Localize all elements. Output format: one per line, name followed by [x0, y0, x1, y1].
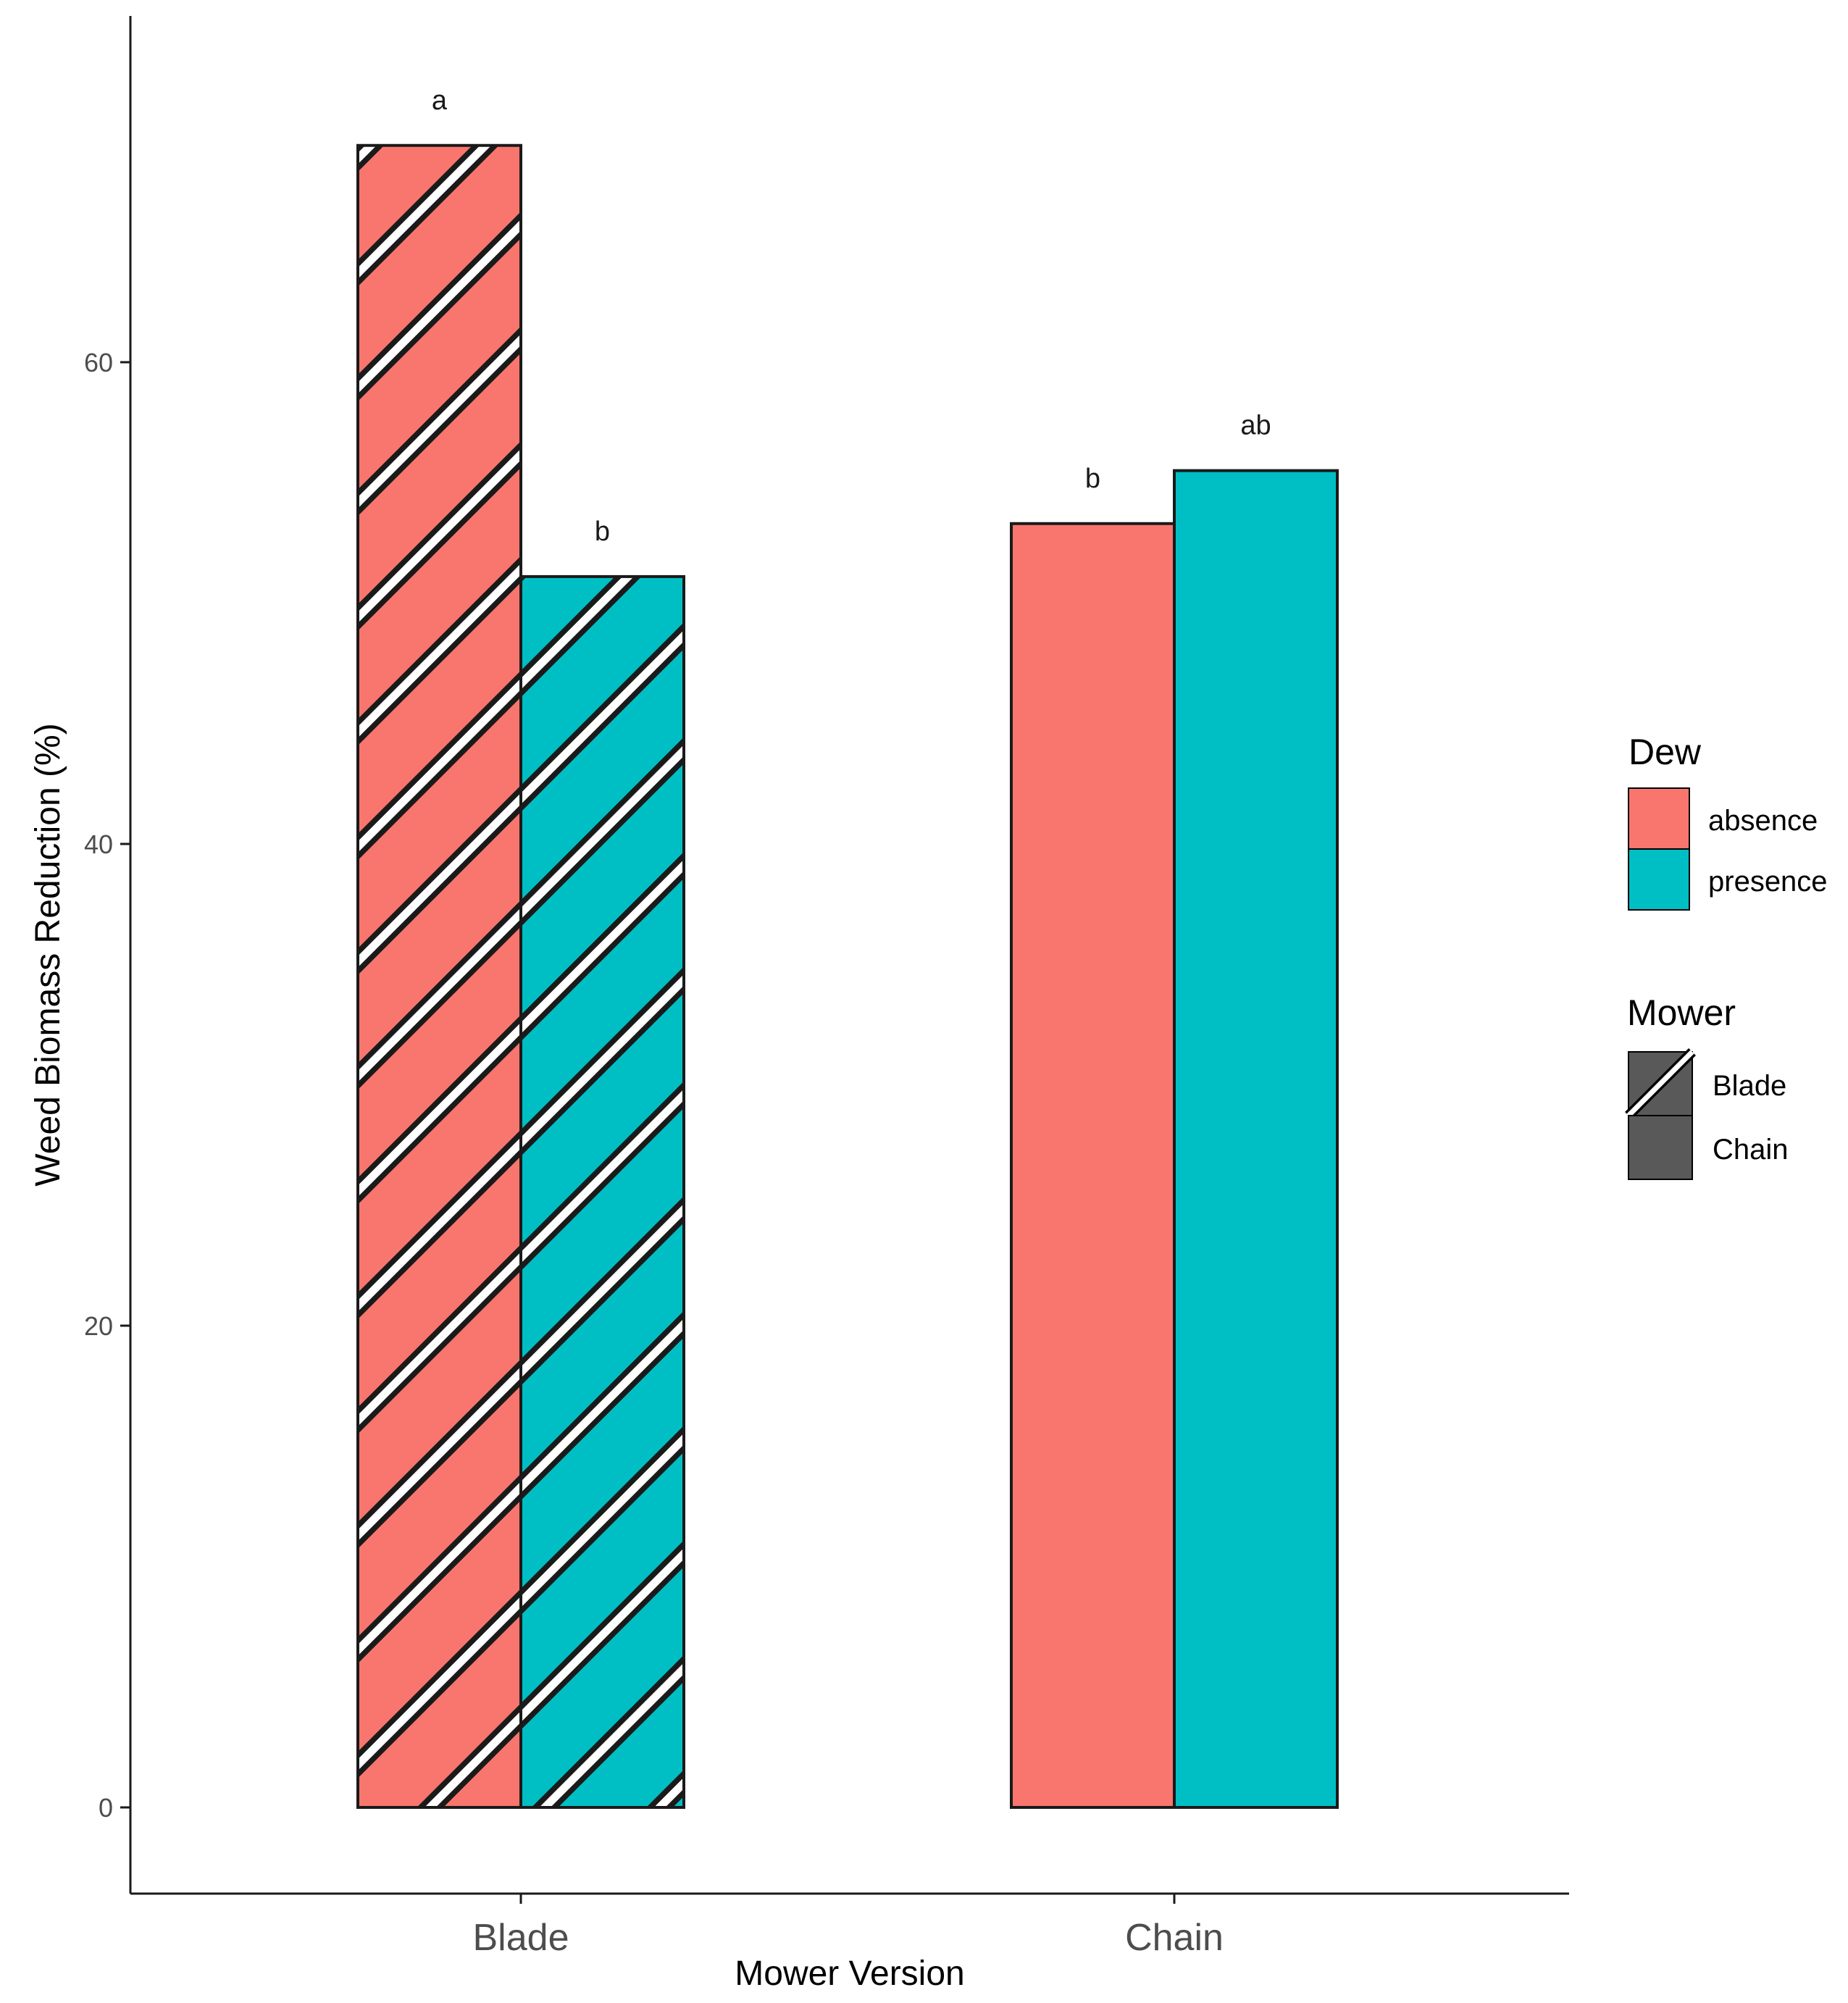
legend-label-blade: Blade [1713, 1070, 1786, 1102]
legend-swatch-presence [1628, 848, 1690, 911]
y-axis-title: Weed Biomass Reduction (%) [29, 723, 67, 1186]
legend-label-chain: Chain [1713, 1134, 1789, 1166]
sig-label-chain-absence: b [1085, 464, 1100, 494]
x-tick-label-blade: Blade [473, 1917, 569, 1959]
y-tick-label-0: 0 [99, 1793, 113, 1823]
x-axis-ticks: Blade Chain [473, 1894, 1224, 1959]
legend-swatch-chain [1628, 1115, 1693, 1180]
bar-chain-absence [1011, 523, 1174, 1807]
sig-label-blade-presence: b [595, 517, 610, 547]
legend-dew: Dew absence presence [1628, 732, 1828, 911]
bar-chain-presence-outline [1173, 469, 1339, 1809]
x-tick-label-chain: Chain [1125, 1917, 1224, 1959]
legend-mower: Mower Blade Chain [1625, 992, 1789, 1180]
bar-blade-presence-stripes [521, 576, 684, 1807]
y-tick-label-60: 60 [84, 348, 113, 377]
legend-dew-title: Dew [1629, 732, 1702, 772]
legend-label-presence: presence [1708, 866, 1828, 898]
bars-layer [356, 143, 1339, 1809]
bar-chain-presence [1174, 470, 1337, 1807]
x-axis-title: Mower Version [735, 1954, 964, 1993]
y-tick-label-40: 40 [84, 829, 113, 859]
bar-blade-absence-stripes [358, 145, 521, 1807]
legend-swatch-absence [1628, 787, 1690, 850]
bar-blade-presence-outline [519, 574, 685, 1809]
sig-label-blade-absence: a [432, 85, 448, 116]
legend-label-absence: absence [1708, 805, 1818, 837]
y-axis-ticks: 0 20 40 60 [84, 348, 130, 1823]
y-tick-label-20: 20 [84, 1311, 113, 1341]
sig-label-chain-presence: ab [1240, 411, 1271, 441]
legend-mower-title: Mower [1627, 992, 1736, 1033]
legend-swatch-blade-stripe [1626, 1050, 1694, 1118]
